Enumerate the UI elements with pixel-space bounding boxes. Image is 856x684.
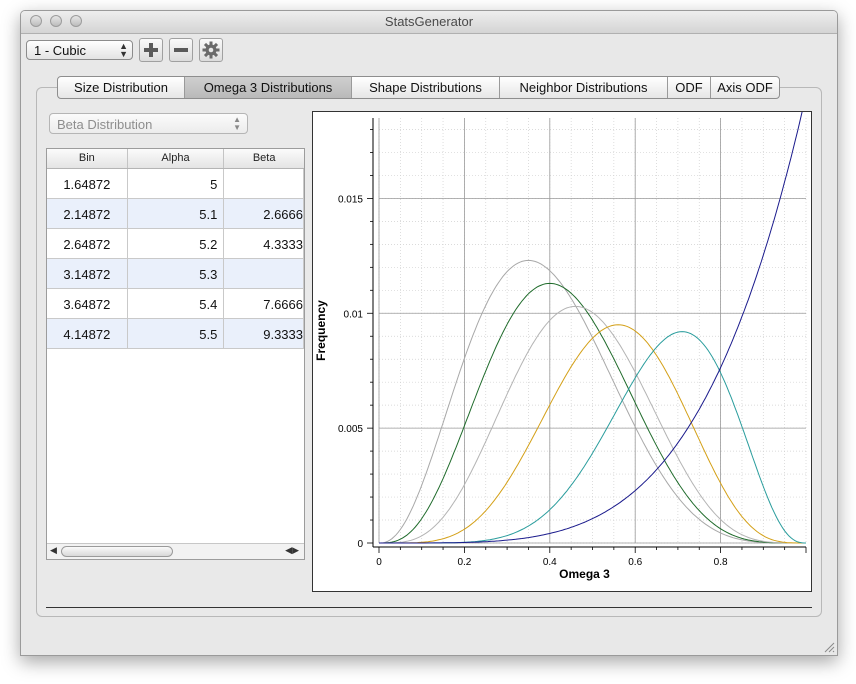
cell-alpha[interactable]: 5.5 (128, 319, 225, 348)
resize-grip-icon[interactable] (823, 641, 835, 653)
window-title: StatsGenerator (384, 14, 474, 29)
column-header-beta[interactable]: Beta (252, 152, 276, 164)
x-tick-label: 0 (376, 557, 382, 568)
distribution-type-value: Beta Distribution (57, 117, 153, 132)
table-row[interactable]: 2.64872 5.2 4.3333 (47, 229, 304, 259)
series-line-4 (379, 324, 806, 544)
omega3-chart-svg: 0 0.005 0.01 0.015 0 0.2 0.4 0.6 0.8 Omega 3 Frequ… (314, 94, 807, 581)
y-tick-label: 0.005 (338, 424, 363, 435)
x-tick-label: 0.6 (628, 557, 642, 568)
chevron-updown-icon: ▲ ▼ (119, 41, 128, 59)
horizontal-scrollbar[interactable]: ◀ ◀▶ (47, 543, 304, 559)
minus-icon (174, 48, 188, 52)
stats-generator-window: StatsGenerator 1 - Cubic ▲ ▼ Size Distrib… (20, 10, 838, 656)
table-row[interactable]: 2.14872 5.1 2.6666 (47, 199, 304, 229)
cell-beta[interactable] (224, 259, 304, 288)
x-axis-label: Omega 3 (559, 567, 610, 581)
zoom-window-button[interactable] (70, 15, 82, 27)
x-tick-label: 0.8 (714, 557, 728, 568)
cell-beta[interactable]: 4.3333 (224, 229, 304, 258)
bin-parameters-table[interactable]: Bin Alpha Beta 1.64872 5 2.14872 5.1 2.6… (46, 148, 305, 560)
table-row[interactable]: 3.64872 5.4 7.6666 (47, 289, 304, 319)
remove-phase-button[interactable] (169, 38, 193, 62)
series-line-2 (379, 282, 806, 544)
scroll-left-arrow-icon[interactable]: ◀ (50, 545, 57, 555)
column-header-alpha[interactable]: Alpha (128, 149, 225, 168)
phase-select[interactable]: 1 - Cubic ▲ ▼ (26, 40, 133, 60)
settings-button[interactable] (199, 38, 223, 62)
table-header: Bin Alpha Beta (47, 149, 304, 169)
cell-alpha[interactable]: 5.1 (128, 199, 225, 228)
cell-alpha[interactable]: 5.4 (128, 289, 225, 318)
title-bar: StatsGenerator (21, 11, 837, 34)
table-row[interactable]: 3.14872 5.3 (47, 259, 304, 289)
phase-select-value: 1 - Cubic (34, 43, 87, 58)
tab-neighbor-distributions[interactable]: Neighbor Distributions (500, 77, 668, 98)
cell-bin[interactable]: 4.14872 (47, 319, 128, 348)
cell-bin[interactable]: 2.64872 (47, 229, 128, 258)
column-header-bin[interactable]: Bin (47, 149, 128, 168)
tab-axis-odf[interactable]: Axis ODF (717, 80, 773, 95)
x-tick-label: 0.4 (543, 557, 557, 568)
plus-icon (144, 43, 158, 57)
cell-alpha[interactable]: 5.3 (128, 259, 225, 288)
cell-bin[interactable]: 2.14872 (47, 199, 128, 228)
scroll-right-arrow-icon[interactable]: ◀▶ (285, 545, 299, 555)
table-row[interactable]: 4.14872 5.5 9.3333 (47, 319, 304, 349)
cell-bin[interactable]: 3.14872 (47, 259, 128, 288)
y-axis-label: Frequency (314, 300, 328, 361)
cell-alpha[interactable]: 5 (128, 169, 225, 198)
table-row[interactable]: 1.64872 5 (47, 169, 304, 199)
cell-alpha[interactable]: 5.2 (128, 229, 225, 258)
tab-odf[interactable]: ODF (668, 77, 711, 98)
cell-beta[interactable]: 9.3333 (224, 319, 304, 348)
chevron-updown-icon: ▲ ▼ (233, 115, 241, 132)
series-line-6 (379, 94, 807, 544)
cell-beta[interactable]: 2.6666 (224, 199, 304, 228)
x-tick-label: 0.2 (457, 557, 471, 568)
tab-shape-distributions[interactable]: Shape Distributions (352, 77, 500, 98)
tab-bar: Size Distribution Omega 3 Distributions … (57, 76, 780, 99)
y-tick-label: 0.015 (338, 194, 363, 205)
cell-bin[interactable]: 1.64872 (47, 169, 128, 198)
add-phase-button[interactable] (139, 38, 163, 62)
distribution-type-select[interactable]: Beta Distribution ▲ ▼ (49, 113, 248, 134)
omega3-plot: 0 0.005 0.01 0.015 0 0.2 0.4 0.6 0.8 Omega 3 Frequ… (312, 94, 812, 592)
separator-line (46, 607, 812, 608)
gear-icon (202, 41, 220, 59)
series-line-3 (379, 305, 806, 544)
tab-omega3-distributions[interactable]: Omega 3 Distributions (185, 77, 352, 98)
y-tick-label: 0 (357, 539, 363, 550)
close-window-button[interactable] (30, 15, 42, 27)
tab-size-distribution[interactable]: Size Distribution (58, 77, 185, 98)
cell-bin[interactable]: 3.64872 (47, 289, 128, 318)
series-line-1 (378, 259, 806, 544)
cell-beta[interactable]: 7.6666 (224, 289, 304, 318)
y-tick-label: 0.01 (344, 309, 364, 320)
cell-beta[interactable] (224, 169, 304, 198)
minimize-window-button[interactable] (50, 15, 62, 27)
scrollbar-thumb[interactable] (61, 546, 173, 557)
